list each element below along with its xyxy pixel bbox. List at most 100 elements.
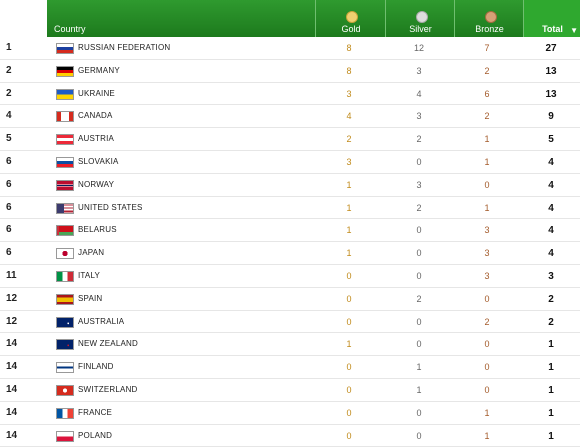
total-count: 4 xyxy=(548,179,554,191)
silver-count: 0 xyxy=(416,270,422,281)
bronze-column-header[interactable]: Bronze xyxy=(454,0,524,37)
gold-count: 1 xyxy=(346,225,352,236)
silver-count: 2 xyxy=(416,293,422,304)
silver-count: 0 xyxy=(416,339,422,350)
bronze-count: 0 xyxy=(484,339,490,350)
table-row[interactable]: 6 SLOVAKIA 3 0 1 4 xyxy=(0,151,580,174)
table-row[interactable]: 14 SWITZERLAND 0 1 0 1 xyxy=(0,379,580,402)
gold-count: 3 xyxy=(346,156,352,167)
silver-column-header[interactable]: Silver xyxy=(385,0,455,37)
silver-count: 3 xyxy=(416,65,422,76)
rank-cell: 4 xyxy=(6,110,12,122)
flag-icon xyxy=(56,430,74,442)
silver-count: 12 xyxy=(413,43,424,53)
country-name[interactable]: AUSTRALIA xyxy=(78,316,125,326)
table-row[interactable]: 1 RUSSIAN FEDERATION 8 12 7 27 xyxy=(0,37,580,60)
country-name[interactable]: SLOVAKIA xyxy=(78,156,119,166)
gold-column-header[interactable]: Gold xyxy=(315,0,386,37)
bronze-count: 0 xyxy=(484,179,490,190)
country-name[interactable]: SPAIN xyxy=(78,293,103,303)
table-row[interactable]: 6 JAPAN 1 0 3 4 xyxy=(0,242,580,265)
table-row[interactable]: 12 SPAIN 0 2 0 2 xyxy=(0,288,580,311)
flag-icon xyxy=(56,43,74,54)
bronze-count: 1 xyxy=(484,202,490,213)
flag-icon xyxy=(56,362,74,374)
bronze-medal-icon xyxy=(484,11,497,23)
table-row[interactable]: 14 FINLAND 0 1 0 1 xyxy=(0,356,580,379)
rank-cell: 6 xyxy=(6,201,12,213)
country-name[interactable]: JAPAN xyxy=(78,248,105,258)
table-row[interactable]: 6 UNITED STATES 1 2 1 4 xyxy=(0,197,580,220)
rank-cell: 6 xyxy=(6,247,12,259)
total-column-header[interactable]: Total ▼ xyxy=(523,0,580,37)
flag-icon xyxy=(56,179,74,191)
silver-count: 1 xyxy=(416,362,422,373)
silver-count: 3 xyxy=(416,111,422,122)
rank-cell: 12 xyxy=(6,292,18,304)
total-count: 1 xyxy=(548,339,554,351)
gold-count: 0 xyxy=(346,293,352,304)
total-count: 27 xyxy=(545,43,557,54)
country-name[interactable]: GERMANY xyxy=(78,65,120,75)
total-count: 13 xyxy=(545,88,557,100)
gold-count: 4 xyxy=(346,111,352,122)
flag-icon xyxy=(56,65,74,77)
chevron-down-icon[interactable]: ▼ xyxy=(570,26,578,35)
total-header-label: Total xyxy=(542,24,563,34)
country-column-header[interactable]: Country xyxy=(47,0,315,37)
country-name[interactable]: FINLAND xyxy=(78,362,114,372)
total-count: 5 xyxy=(548,134,554,146)
rank-cell: 14 xyxy=(6,383,18,395)
country-name[interactable]: NORWAY xyxy=(78,179,115,189)
silver-header-label: Silver xyxy=(409,24,432,34)
country-name[interactable]: SWITZERLAND xyxy=(78,384,138,394)
country-name[interactable]: RUSSIAN FEDERATION xyxy=(78,43,171,52)
rank-cell: 6 xyxy=(6,178,12,190)
country-name[interactable]: UKRAINE xyxy=(78,88,115,98)
gold-count: 1 xyxy=(346,339,352,350)
bronze-header-label: Bronze xyxy=(475,24,504,34)
table-row[interactable]: 2 GERMANY 8 3 2 13 xyxy=(0,60,580,83)
table-row[interactable]: 14 FRANCE 0 0 1 1 xyxy=(0,402,580,425)
rank-cell: 6 xyxy=(6,224,12,236)
country-name[interactable]: CANADA xyxy=(78,111,113,121)
table-row[interactable]: 5 AUSTRIA 2 2 1 5 xyxy=(0,128,580,151)
country-name[interactable]: ITALY xyxy=(78,270,101,280)
rank-cell: 2 xyxy=(6,64,12,76)
country-name[interactable]: UNITED STATES xyxy=(78,202,143,212)
gold-count: 8 xyxy=(346,65,352,76)
bronze-count: 3 xyxy=(484,270,490,281)
total-count: 9 xyxy=(548,111,554,123)
table-header: Country Gold Silver Bronze Total ▼ xyxy=(47,0,580,37)
flag-icon xyxy=(56,270,74,282)
country-name[interactable]: NEW ZEALAND xyxy=(78,339,138,349)
table-row[interactable]: 2 UKRAINE 3 4 6 13 xyxy=(0,83,580,106)
bronze-count: 1 xyxy=(484,156,490,167)
table-row[interactable]: 6 NORWAY 1 3 0 4 xyxy=(0,174,580,197)
bronze-count: 2 xyxy=(484,111,490,122)
silver-count: 0 xyxy=(416,248,422,259)
rank-cell: 12 xyxy=(6,315,18,327)
country-name[interactable]: POLAND xyxy=(78,430,113,440)
flag-icon xyxy=(56,339,74,351)
table-row[interactable]: 11 ITALY 0 0 3 3 xyxy=(0,265,580,288)
country-name[interactable]: FRANCE xyxy=(78,407,113,417)
bronze-count: 7 xyxy=(484,43,490,53)
country-name[interactable]: AUSTRIA xyxy=(78,134,115,144)
table-row[interactable]: 6 BELARUS 1 0 3 4 xyxy=(0,219,580,243)
bronze-count: 1 xyxy=(484,430,490,441)
table-row[interactable]: 14 NEW ZEALAND 1 0 0 1 xyxy=(0,333,580,357)
gold-medal-icon xyxy=(346,11,358,23)
country-name[interactable]: BELARUS xyxy=(78,225,117,235)
bronze-count: 1 xyxy=(484,407,490,418)
gold-count: 1 xyxy=(346,248,352,259)
total-count: 1 xyxy=(548,407,554,419)
table-row[interactable]: 4 CANADA 4 3 2 9 xyxy=(0,105,580,129)
table-row[interactable]: 14 POLAND 0 0 1 1 xyxy=(0,425,580,447)
rank-cell: 2 xyxy=(6,87,12,99)
table-row[interactable]: 12 AUSTRALIA 0 0 2 2 xyxy=(0,311,580,334)
bronze-count: 0 xyxy=(484,293,490,304)
total-count: 13 xyxy=(545,65,557,77)
total-count: 1 xyxy=(548,362,554,374)
